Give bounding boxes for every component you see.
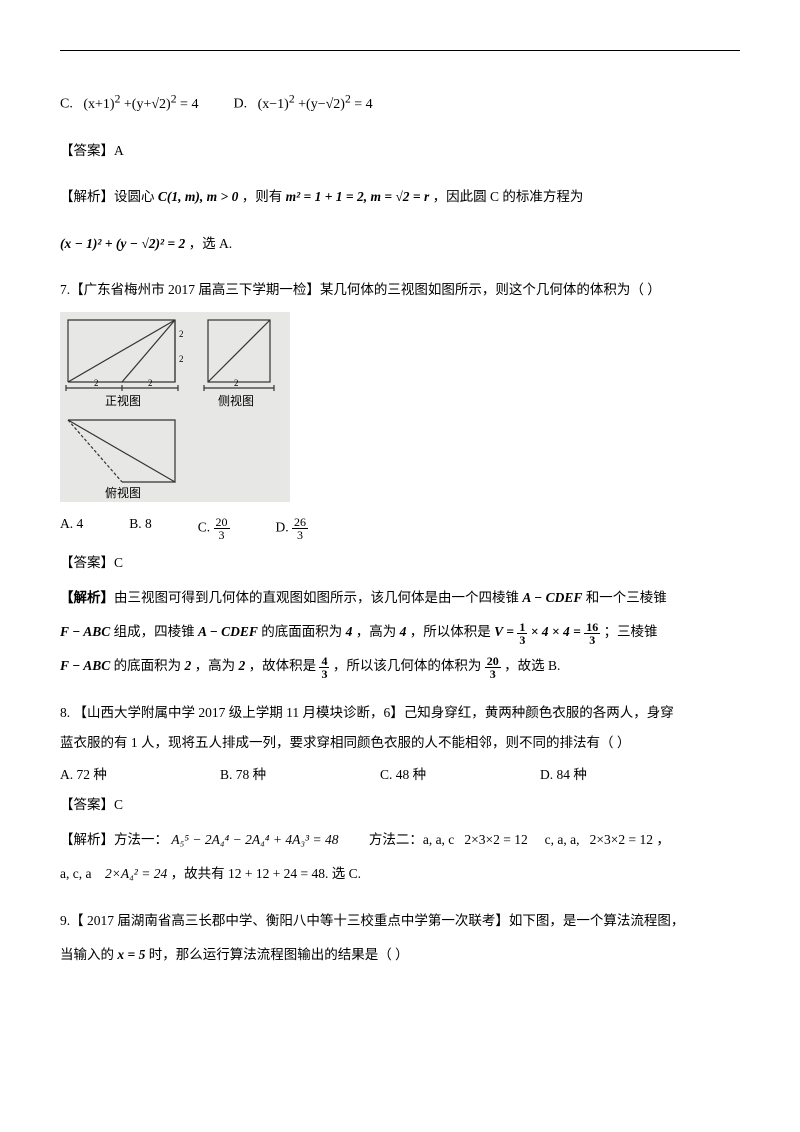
svg-text:2: 2 (94, 378, 99, 388)
frac-1-3: 1 3 (517, 621, 527, 646)
frac-20-3b: 20 3 (485, 655, 501, 680)
frac-4-3: 4 3 (319, 655, 329, 680)
opt-c-expr: (x+1)2 +(y+√2)2 = 4 (83, 97, 202, 112)
opt-c-label: C. (60, 97, 73, 112)
side-view-label: 侧视图 (218, 393, 254, 408)
q8-opt-b: B. 78 种 (220, 763, 380, 783)
q7-expl-line3: F − ABC 的底面积为 2 ，高为 2 ，故体积是 4 3 ，所以该几何体的… (60, 652, 740, 680)
q8-opt-c: C. 48 种 (380, 763, 540, 783)
q7-opt-b: B. 8 (129, 516, 152, 541)
q7-expl-line2: F − ABC 组成，四棱锥 A − CDEF 的底面面积为 4 ，高为 4 ，… (60, 618, 740, 646)
page-container: C. (x+1)2 +(y+√2)2 = 4 D. (x−1)2 +(y−√2)… (0, 0, 800, 1132)
q7-answer: 【答案】C (60, 549, 740, 577)
q8-expl-line2: a, c, a 2×A₄² = 24 ，故共有 12 + 12 + 24 = 4… (60, 860, 740, 888)
three-view-svg: 2 2 2 2 正视图 2 侧视图 俯视图 (60, 312, 290, 502)
svg-text:2: 2 (234, 378, 239, 388)
top-view-label: 俯视图 (105, 485, 141, 500)
q6-answer: 【答案】A (60, 137, 740, 165)
q8-opt-a: A. 72 种 (60, 763, 220, 783)
frac-20-3: 20 3 (214, 516, 230, 541)
q7-opt-d: D. 26 3 (276, 516, 309, 541)
q8-answer: 【答案】C (60, 791, 740, 819)
q9-text2: 当输入的 x = 5 时，那么运行算法流程图输出的结果是（ ） (60, 941, 740, 969)
svg-text:2: 2 (179, 329, 184, 339)
q9-text1: 9.【 2017 届湖南省高三长郡中学、衡阳八中等十三校重点中学第一次联考】如下… (60, 907, 740, 935)
q6-conclusion: (x − 1)² + (y − √2)² = 2 ，选 A. (60, 230, 740, 258)
q7-three-view-diagram: 2 2 2 2 正视图 2 侧视图 俯视图 (60, 312, 740, 502)
q7-opt-a: A. 4 (60, 516, 83, 541)
opt-d-expr: (x−1)2 +(y−√2)2 = 4 (258, 97, 373, 112)
q6-explanation-line1: 【解析】设圆心 C(1, m), m > 0 ，则有 m² = 1 + 1 = … (60, 183, 740, 211)
q8-text1: 8. 【山西大学附属中学 2017 级上学期 11 月模块诊断，6】己知身穿红，… (60, 699, 740, 727)
q8-text2: 蓝衣服的有 1 人，现将五人排成一列，要求穿相同颜色衣服的人不能相邻，则不同的排… (60, 729, 740, 757)
header-rule (60, 50, 740, 51)
q7-opt-c: C. 20 3 (198, 516, 230, 541)
q7-text: 7.【广东省梅州市 2017 届高三下学期一检】某几何体的三视图如图所示，则这个… (60, 276, 740, 304)
q6-options-cd: C. (x+1)2 +(y+√2)2 = 4 D. (x−1)2 +(y−√2)… (60, 87, 740, 119)
front-view-label: 正视图 (105, 393, 141, 408)
q8-options: A. 72 种 B. 78 种 C. 48 种 D. 84 种 (60, 763, 740, 783)
q7-expl-line1: 【解析】由三视图可得到几何体的直观图如图所示，该几何体是由一个四棱锥 A − C… (60, 584, 740, 612)
frac-16-3: 16 3 (584, 621, 600, 646)
opt-d-label: D. (233, 97, 247, 112)
q8-opt-d: D. 84 种 (540, 763, 700, 783)
frac-26-3: 26 3 (292, 516, 308, 541)
q8-expl-line1: 【解析】方法一： A₅⁵ − 2A₄⁴ − 2A₄⁴ + 4A₃³ = 48 方… (60, 826, 740, 854)
svg-text:2: 2 (179, 354, 184, 364)
q7-options: A. 4 B. 8 C. 20 3 D. 26 3 (60, 516, 740, 541)
svg-text:2: 2 (148, 378, 153, 388)
